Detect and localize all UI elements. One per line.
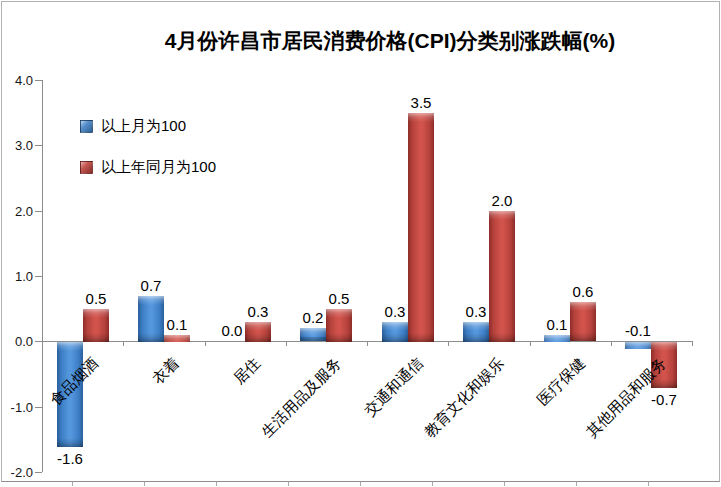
bar: [625, 342, 651, 349]
legend-item-prev-year-month: 以上年同月为100: [80, 159, 216, 175]
bar: [300, 328, 326, 341]
worksheet-column-tick: [72, 482, 73, 486]
bar: [489, 211, 515, 342]
bar: [83, 309, 109, 342]
category-tick: [286, 341, 287, 346]
bar: [326, 309, 352, 342]
bar-value-label: 0.1: [149, 316, 205, 333]
y-axis-tick: [35, 472, 42, 473]
worksheet-column-tick: [216, 482, 217, 486]
legend-label: 以上月为100: [101, 117, 186, 136]
bar-value-label: -1.6: [42, 450, 98, 467]
category-tick: [448, 341, 449, 346]
worksheet-column-tick: [648, 482, 649, 486]
bar-value-label: -0.7: [636, 391, 692, 408]
y-axis-tick: [35, 80, 42, 81]
worksheet-column-tick: [504, 482, 505, 486]
bar-value-label: 0.6: [555, 283, 611, 300]
bar-value-label: 0.3: [230, 303, 286, 320]
bar: [544, 335, 570, 342]
category-tick: [611, 341, 612, 346]
chart-title: 4月份许昌市居民消费价格(CPI)分类别涨跌幅(%): [60, 27, 720, 55]
bar-value-label: -0.1: [610, 322, 666, 339]
legend-key-red-icon: [80, 161, 93, 174]
y-axis-label: -2.0: [0, 465, 33, 480]
y-axis-tick: [35, 407, 42, 408]
worksheet-column-tick: [144, 482, 145, 486]
legend-item-prev-month: 以上月为100: [80, 118, 186, 134]
bar: [245, 322, 271, 342]
y-axis-line: [42, 80, 43, 472]
y-axis-tick: [35, 341, 42, 342]
category-tick: [205, 341, 206, 346]
worksheet-column-tick: [576, 482, 577, 486]
bar: [463, 322, 489, 342]
chart-area: 4月份许昌市居民消费价格(CPI)分类别涨跌幅(%) 以上月为100 以上年同月…: [0, 0, 721, 487]
bar: [570, 302, 596, 341]
y-axis-label: 1.0: [0, 269, 33, 284]
y-axis-label: 0.0: [0, 334, 33, 349]
y-axis-label: 4.0: [0, 73, 33, 88]
bar: [408, 113, 434, 342]
worksheet-column-tick: [432, 482, 433, 486]
category-tick: [692, 341, 693, 346]
category-tick: [42, 341, 43, 346]
category-tick: [123, 341, 124, 346]
category-tick: [367, 341, 368, 346]
y-axis-tick: [35, 276, 42, 277]
worksheet-column-tick: [360, 482, 361, 486]
y-axis-tick: [35, 145, 42, 146]
bar-value-label: 2.0: [474, 192, 530, 209]
legend-label: 以上年同月为100: [101, 158, 216, 177]
y-axis-label: 3.0: [0, 138, 33, 153]
bar: [164, 335, 190, 342]
bar-value-label: 0.7: [123, 277, 179, 294]
category-tick: [530, 341, 531, 346]
bar-value-label: 3.5: [393, 94, 449, 111]
legend-key-blue-icon: [80, 120, 93, 133]
y-axis-tick: [35, 211, 42, 212]
bar-value-label: 0.5: [68, 290, 124, 307]
y-axis-label: 2.0: [0, 204, 33, 219]
worksheet-column-tick: [288, 482, 289, 486]
bar-value-label: 0.5: [311, 290, 367, 307]
bar: [382, 322, 408, 342]
y-axis-label: -1.0: [0, 400, 33, 415]
